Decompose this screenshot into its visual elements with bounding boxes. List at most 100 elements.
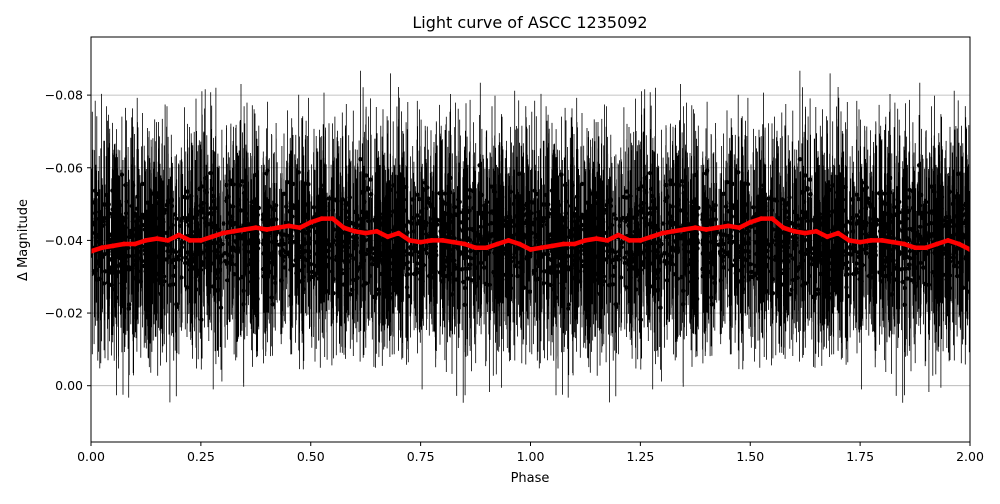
data-point <box>549 188 555 193</box>
data-point <box>442 266 447 272</box>
data-point <box>880 261 885 266</box>
data-point <box>879 203 884 208</box>
binned-curve-point <box>681 227 687 232</box>
data-point <box>251 261 257 266</box>
data-point <box>803 251 808 257</box>
data-point <box>375 210 380 215</box>
data-point <box>380 215 386 221</box>
data-point <box>801 199 807 204</box>
data-point <box>840 238 846 244</box>
data-point <box>727 208 732 213</box>
data-point <box>879 209 884 214</box>
data-point <box>261 214 266 220</box>
data-point <box>805 185 810 191</box>
data-point <box>958 265 963 270</box>
data-point <box>578 256 583 261</box>
data-point <box>889 258 894 263</box>
data-point <box>508 273 513 278</box>
data-point <box>406 294 411 299</box>
data-point <box>722 249 728 255</box>
data-point <box>308 262 314 267</box>
data-point <box>343 202 348 207</box>
data-point <box>751 214 757 219</box>
data-point <box>470 227 475 232</box>
data-point <box>437 270 443 275</box>
data-point <box>123 225 128 230</box>
data-point <box>891 262 896 267</box>
data-point <box>348 253 353 258</box>
data-point <box>269 239 275 245</box>
data-point <box>290 263 295 268</box>
data-point <box>889 219 894 224</box>
data-point <box>410 197 415 202</box>
data-point <box>242 255 248 261</box>
binned-curve-point <box>418 239 423 245</box>
data-point <box>241 190 247 196</box>
data-point <box>753 240 758 245</box>
data-point <box>755 211 760 216</box>
data-point <box>307 241 312 246</box>
data-point <box>433 244 438 249</box>
data-point <box>541 219 546 224</box>
data-point <box>664 235 670 240</box>
data-point <box>297 250 302 255</box>
data-point <box>548 282 554 288</box>
data-point <box>729 214 734 219</box>
data-point <box>635 222 640 227</box>
data-point <box>611 273 616 278</box>
data-point <box>255 237 260 243</box>
data-point <box>142 248 147 253</box>
data-point <box>146 211 151 216</box>
data-point <box>932 189 937 195</box>
data-point <box>816 291 822 296</box>
data-point <box>110 238 115 243</box>
data-point <box>638 203 643 208</box>
data-point <box>598 251 603 256</box>
data-point <box>481 215 486 221</box>
data-point <box>736 170 741 175</box>
data-point <box>388 249 393 255</box>
chart-title: Light curve of ASCC 1235092 <box>412 13 647 32</box>
data-point <box>460 228 465 233</box>
data-point <box>130 219 135 224</box>
data-point <box>845 294 850 299</box>
data-point <box>819 221 825 226</box>
data-point <box>159 282 165 288</box>
data-point <box>671 272 676 277</box>
data-point <box>324 238 330 243</box>
data-point <box>830 183 835 188</box>
data-point <box>894 277 899 282</box>
data-point <box>578 279 583 284</box>
data-point <box>211 220 216 226</box>
data-point <box>269 295 274 300</box>
data-point <box>159 251 164 256</box>
data-point <box>947 224 953 229</box>
data-point <box>868 270 874 275</box>
data-point <box>806 237 811 242</box>
data-point <box>398 285 403 291</box>
data-point <box>311 274 316 280</box>
data-point <box>593 277 598 283</box>
data-point <box>644 242 649 248</box>
data-point <box>136 230 141 235</box>
data-point <box>746 228 751 234</box>
binned-curve-point <box>769 216 775 222</box>
data-point <box>638 259 644 265</box>
data-point <box>126 306 131 311</box>
data-point <box>365 185 371 191</box>
data-point <box>193 262 199 268</box>
data-point <box>172 212 178 217</box>
data-point <box>897 220 903 225</box>
binned-curve-point <box>462 241 467 247</box>
data-point <box>503 218 508 223</box>
data-point <box>795 275 800 280</box>
data-point <box>837 245 842 250</box>
data-point <box>762 234 767 240</box>
binned-curve-point <box>286 223 292 229</box>
data-point <box>601 274 606 279</box>
data-point <box>903 204 909 210</box>
data-point <box>932 208 937 213</box>
data-point <box>169 197 174 202</box>
binned-curve-point <box>99 245 105 251</box>
data-point <box>706 255 711 260</box>
